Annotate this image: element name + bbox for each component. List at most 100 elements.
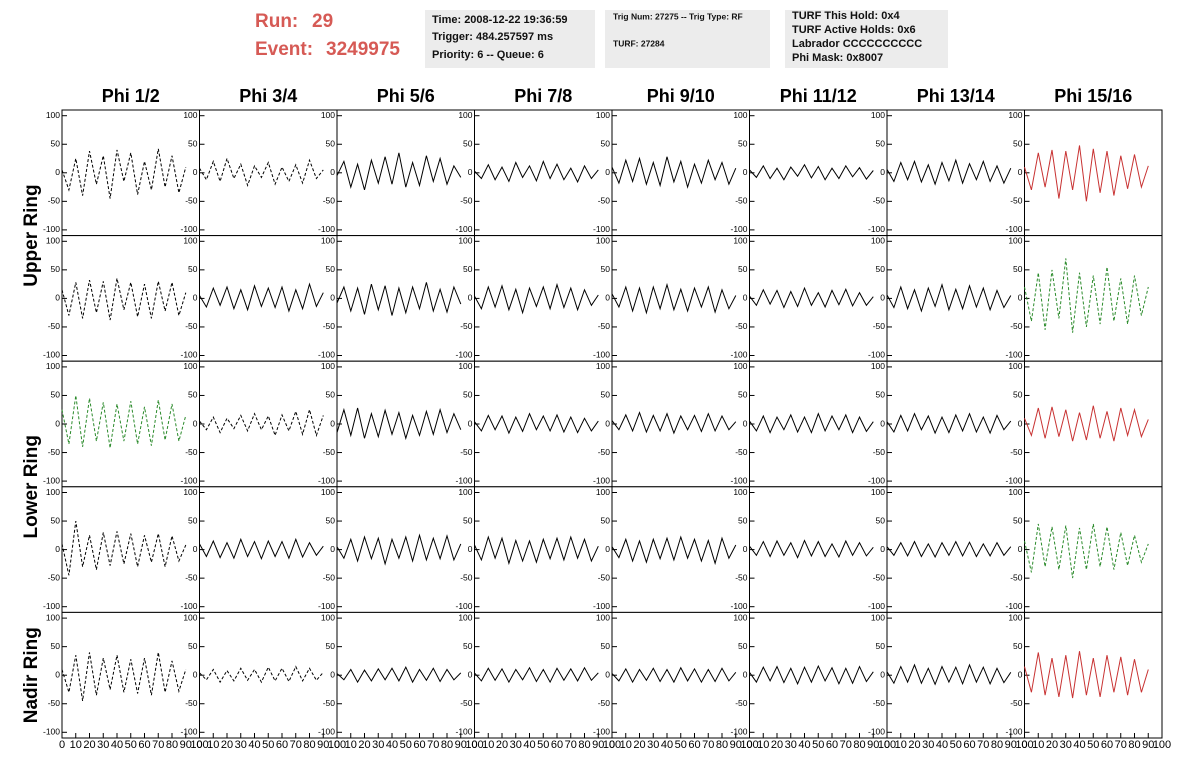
- y-tick-label: 50: [463, 641, 473, 651]
- x-tick-label: 0: [471, 739, 477, 751]
- y-tick-label: -100: [455, 350, 472, 360]
- x-tick-label: 80: [1128, 739, 1140, 751]
- waveform: [199, 407, 324, 438]
- waveform: [611, 156, 737, 189]
- y-tick-label: 50: [51, 641, 61, 651]
- x-tick-label: 100: [1015, 739, 1033, 751]
- y-tick-label: 0: [55, 293, 60, 303]
- y-tick-label: 0: [55, 544, 60, 554]
- waveform: [61, 652, 187, 701]
- y-tick-label: 50: [601, 641, 611, 651]
- panel-frame: [1024, 360, 1163, 488]
- y-tick-label: 0: [55, 669, 60, 679]
- y-tick-label: -50: [1010, 321, 1023, 331]
- x-tick-label: 10: [1032, 739, 1044, 751]
- y-tick-label: 50: [51, 390, 61, 400]
- info-text: TURF This Hold: 0x4: [792, 10, 900, 22]
- y-tick-label: 100: [871, 612, 885, 622]
- waveform: [199, 156, 324, 187]
- x-tick-label: 70: [427, 739, 439, 751]
- y-tick-label: -100: [180, 350, 197, 360]
- panel-frame: [336, 235, 475, 362]
- x-tick-label: 0: [1021, 739, 1027, 751]
- x-tick-label: 30: [235, 739, 247, 751]
- x-tick-label: 20: [908, 739, 920, 751]
- x-tick-label: 60: [963, 739, 975, 751]
- y-tick-label: -50: [735, 572, 748, 582]
- info-text: Trigger: 484.257597 ms: [432, 31, 553, 43]
- waveform: [611, 535, 737, 566]
- y-tick-label: 100: [733, 236, 747, 246]
- y-tick-label: 100: [458, 612, 472, 622]
- y-tick-label: -100: [455, 224, 472, 234]
- panel-frame: [61, 486, 200, 613]
- x-tick-label: 10: [345, 739, 357, 751]
- y-tick-label: -50: [48, 196, 61, 206]
- y-tick-label: -50: [735, 321, 748, 331]
- waveform: [61, 278, 187, 321]
- panel-frame: [886, 486, 1025, 613]
- x-tick-label: 50: [400, 739, 412, 751]
- x-tick-label: 20: [358, 739, 370, 751]
- waveform: [886, 540, 1012, 559]
- y-tick-label: -100: [318, 601, 335, 611]
- y-tick-label: -100: [180, 601, 197, 611]
- y-tick-label: -50: [598, 321, 611, 331]
- y-tick-label: -100: [180, 727, 197, 737]
- x-tick-label: 80: [303, 739, 315, 751]
- y-tick-label: -100: [43, 475, 60, 485]
- x-tick-label: 70: [152, 739, 164, 751]
- x-tick-label: 0: [746, 739, 752, 751]
- y-tick-label: 0: [743, 669, 748, 679]
- y-tick-label: 50: [738, 641, 748, 651]
- x-tick-label: 70: [565, 739, 577, 751]
- panel-frame: [1024, 486, 1163, 613]
- x-tick-label: 80: [441, 739, 453, 751]
- y-tick-label: 100: [46, 612, 60, 622]
- y-tick-label: 50: [876, 641, 886, 651]
- y-tick-label: 0: [468, 418, 473, 428]
- y-tick-label: 100: [46, 236, 60, 246]
- y-tick-label: -100: [180, 475, 197, 485]
- y-tick-label: -100: [868, 601, 885, 611]
- y-tick-label: 100: [1008, 236, 1022, 246]
- y-tick-label: 50: [326, 264, 336, 274]
- y-tick-label: 50: [463, 390, 473, 400]
- waveform: [336, 152, 462, 191]
- y-tick-label: 100: [733, 612, 747, 622]
- y-tick-label: 100: [183, 487, 197, 497]
- info-text: Trig Num: 27275 -- Trig Type: RF: [613, 11, 743, 21]
- y-tick-label: 100: [458, 236, 472, 246]
- panel-frame: [611, 611, 750, 739]
- y-tick-label: 0: [55, 167, 60, 177]
- panel-frame: [1024, 611, 1163, 739]
- y-tick-label: -50: [598, 698, 611, 708]
- y-tick-label: 100: [183, 110, 197, 120]
- column-title: Phi 13/14: [917, 86, 995, 106]
- y-tick-label: -50: [598, 447, 611, 457]
- row-label: Lower Ring: [21, 435, 42, 538]
- y-tick-label: -50: [873, 321, 886, 331]
- event-number: 3249975: [326, 39, 400, 60]
- x-tick-label: 40: [936, 739, 948, 751]
- y-tick-label: 0: [1018, 669, 1023, 679]
- panel-frame: [749, 486, 888, 613]
- panel-frame: [474, 360, 613, 488]
- x-tick-label: 60: [826, 739, 838, 751]
- x-tick-label: 40: [386, 739, 398, 751]
- panel-frame: [199, 611, 338, 739]
- y-tick-label: 100: [458, 110, 472, 120]
- waveform: [199, 537, 324, 561]
- y-tick-label: 50: [326, 390, 336, 400]
- x-tick-label: 90: [1142, 739, 1154, 751]
- y-tick-label: 0: [330, 293, 335, 303]
- y-tick-label: 100: [46, 361, 60, 371]
- y-tick-label: 50: [738, 139, 748, 149]
- y-tick-label: 100: [321, 110, 335, 120]
- y-tick-label: 100: [733, 110, 747, 120]
- y-tick-label: 0: [193, 669, 198, 679]
- x-tick-label: 10: [207, 739, 219, 751]
- info-box: [425, 10, 595, 68]
- y-tick-label: -50: [323, 447, 336, 457]
- y-tick-label: 50: [1013, 139, 1023, 149]
